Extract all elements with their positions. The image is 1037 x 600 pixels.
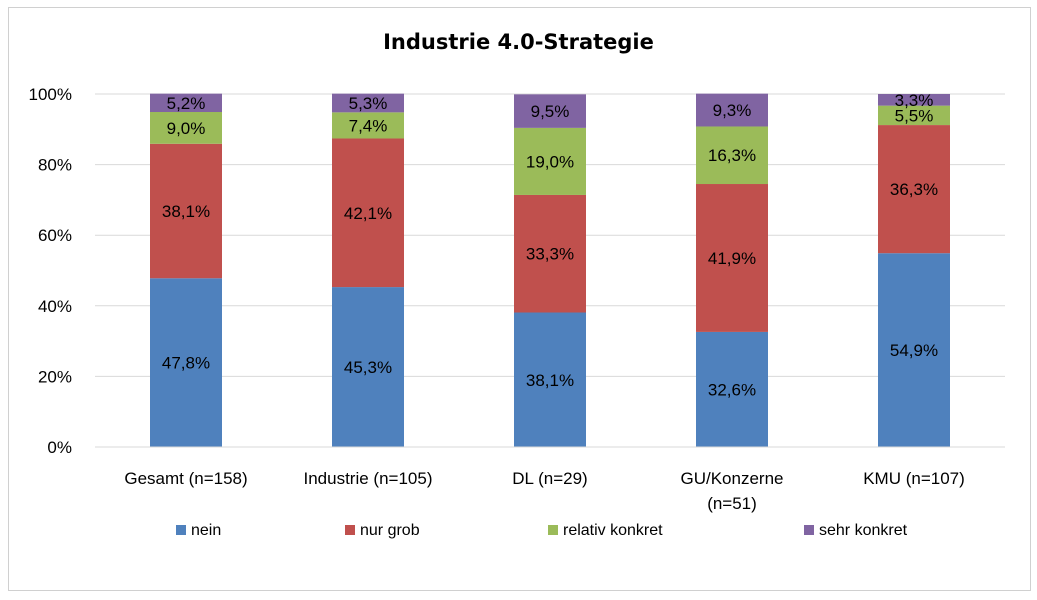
x-tick-label: GU/Konzerne	[681, 469, 784, 488]
bar-segment	[696, 93, 768, 127]
data-label: 38,1%	[526, 371, 574, 390]
legend-swatch	[804, 525, 814, 535]
data-label: 5,3%	[349, 94, 388, 113]
x-tick-label: (n=51)	[707, 494, 757, 513]
data-label: 42,1%	[344, 204, 392, 223]
bar-segment	[150, 112, 222, 144]
data-label: 9,5%	[531, 102, 570, 121]
data-label: 41,9%	[708, 249, 756, 268]
x-tick-label: DL (n=29)	[512, 469, 587, 488]
y-tick-label: 20%	[38, 367, 72, 386]
data-label: 9,3%	[713, 101, 752, 120]
bar-segment	[878, 253, 950, 447]
data-label: 5,5%	[895, 106, 934, 125]
bar-segment	[332, 93, 404, 113]
x-tick-label: KMU (n=107)	[863, 469, 965, 488]
bar-segment	[514, 94, 586, 128]
bar-segment	[332, 112, 404, 139]
bar-segment	[878, 125, 950, 254]
bar-segment	[696, 184, 768, 332]
legend-swatch	[548, 525, 558, 535]
data-label: 45,3%	[344, 358, 392, 377]
legend-label: sehr konkret	[819, 522, 908, 539]
bar-segment	[332, 287, 404, 447]
data-label: 47,8%	[162, 354, 210, 373]
bar-segment	[150, 278, 222, 447]
bar-segment	[514, 194, 586, 313]
data-label: 19,0%	[526, 152, 574, 171]
data-label: 7,4%	[349, 116, 388, 135]
data-label: 36,3%	[890, 180, 938, 199]
y-tick-label: 40%	[38, 297, 72, 316]
x-tick-label: Industrie (n=105)	[304, 469, 433, 488]
data-label: 16,3%	[708, 146, 756, 165]
bar-segment	[696, 126, 768, 185]
y-tick-label: 60%	[38, 226, 72, 245]
bar-segment	[878, 105, 950, 126]
legend-swatch	[345, 525, 355, 535]
legend-label: relativ konkret	[563, 522, 663, 539]
data-label: 32,6%	[708, 380, 756, 399]
bar-segment	[150, 143, 222, 279]
bar-segment	[332, 138, 404, 288]
data-label: 9,0%	[167, 119, 206, 138]
y-tick-label: 0%	[47, 438, 72, 457]
legend-label: nein	[191, 522, 221, 539]
legend-label: nur grob	[360, 522, 420, 539]
y-tick-label: 80%	[38, 156, 72, 175]
x-tick-label: Gesamt (n=158)	[124, 469, 247, 488]
chart-title: Industrie 4.0-Strategie	[383, 30, 654, 54]
data-label: 38,1%	[162, 202, 210, 221]
data-label: 5,2%	[167, 94, 206, 113]
data-label: 33,3%	[526, 245, 574, 264]
data-label: 54,9%	[890, 341, 938, 360]
y-tick-label: 100%	[29, 85, 72, 104]
bar-segment	[150, 93, 222, 113]
bar-segment	[514, 312, 586, 447]
legend-swatch	[176, 525, 186, 535]
bar-segment	[514, 127, 586, 195]
data-label: 3,3%	[895, 91, 934, 110]
bar-segment	[878, 94, 950, 106]
bar-segment	[696, 331, 768, 447]
